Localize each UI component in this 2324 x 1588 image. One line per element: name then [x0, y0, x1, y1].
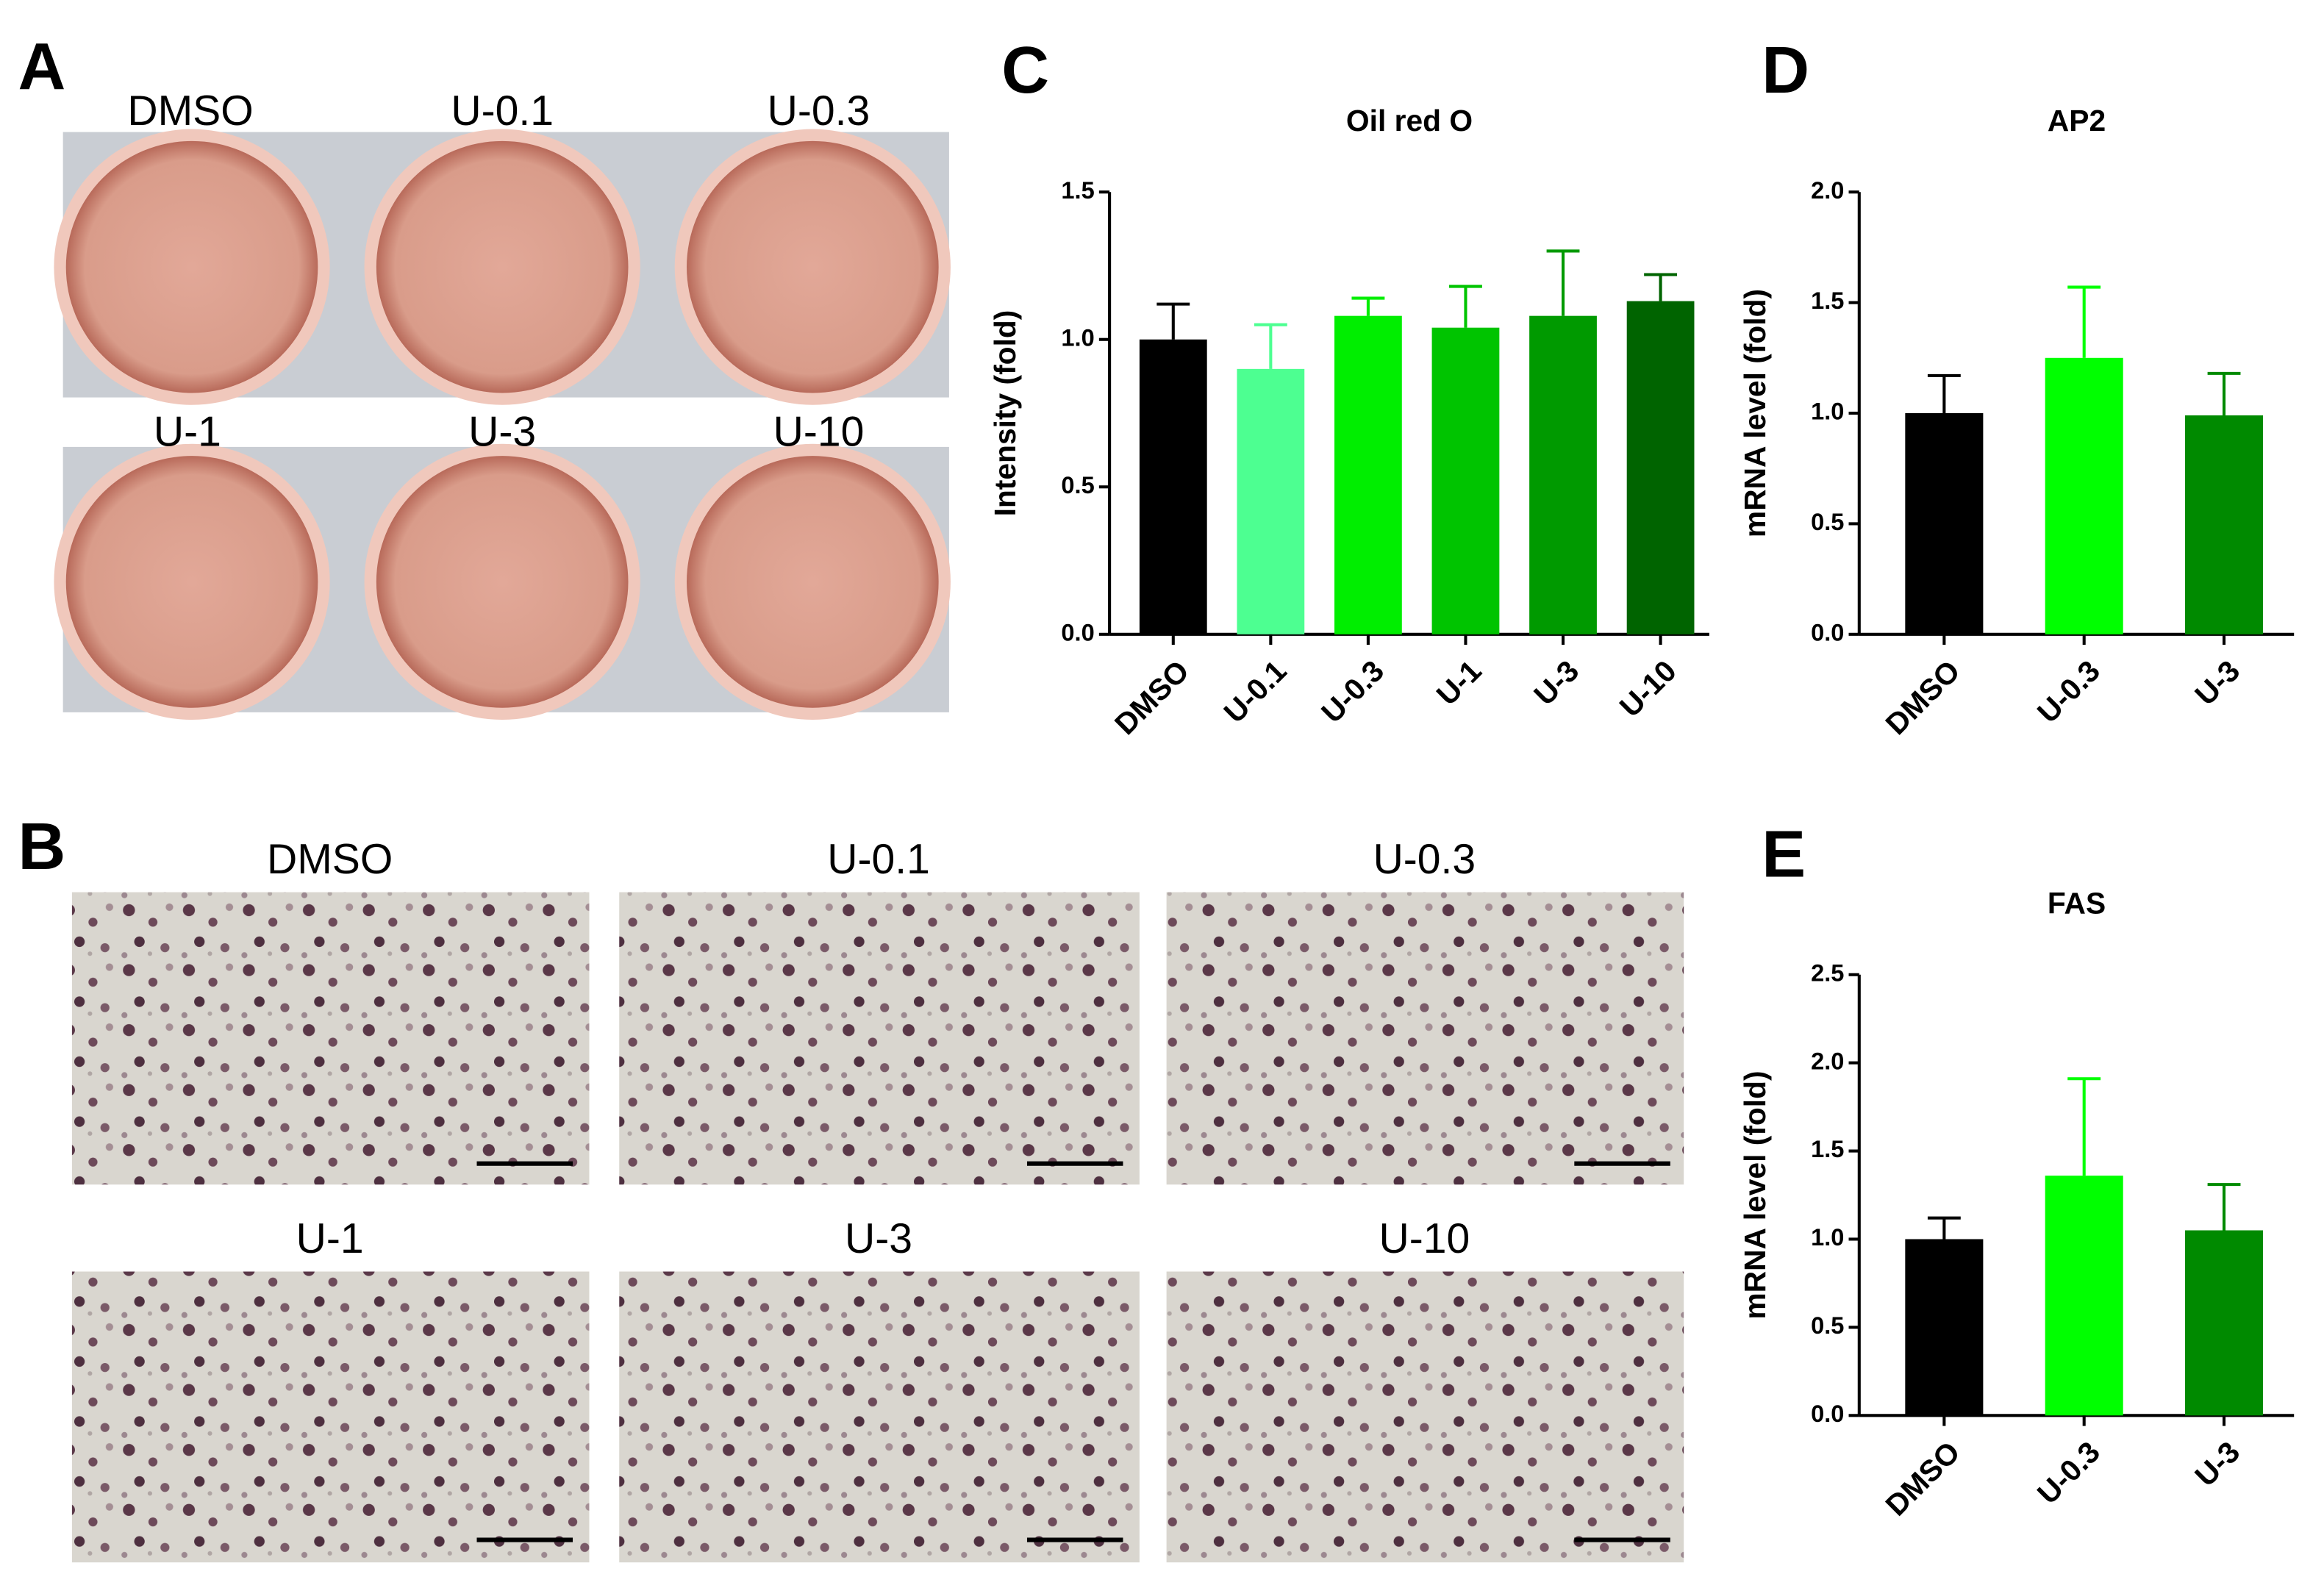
y-tick-label: 0.5 — [1811, 508, 1844, 535]
y-tick-label: 2.0 — [1811, 176, 1844, 204]
y-tick-label: 0.5 — [1811, 1312, 1844, 1339]
panel-letter: B — [18, 810, 65, 884]
well-label: U-0.3 — [768, 87, 870, 135]
y-tick-label: 1.5 — [1811, 1135, 1844, 1162]
x-tick-label: U-0.3 — [2031, 654, 2106, 729]
y-tick-label: 0.5 — [1061, 471, 1094, 498]
bar — [2045, 1176, 2123, 1416]
bar — [1237, 368, 1305, 634]
chart-title: AP2 — [2048, 104, 2106, 137]
y-tick-label: 1.0 — [1061, 323, 1094, 351]
x-tick-label: DMSO — [1879, 654, 1967, 741]
panel-letter: D — [1762, 34, 1809, 107]
image-label: U-0.1 — [827, 836, 930, 883]
x-tick-label: U-0.1 — [1218, 654, 1293, 729]
x-tick-label: DMSO — [1879, 1435, 1967, 1523]
x-tick-label: U-0.3 — [2031, 1435, 2106, 1511]
image-label: U-10 — [1379, 1215, 1470, 1262]
image-label: U-0.3 — [1373, 836, 1476, 883]
bar — [1529, 315, 1597, 634]
bar — [1905, 413, 1984, 634]
x-tick-label: U-1 — [1430, 654, 1488, 712]
image-label: U-1 — [296, 1215, 364, 1262]
y-tick-label: 0.0 — [1811, 1400, 1844, 1427]
chart-title: FAS — [2048, 887, 2106, 920]
image-label: DMSO — [267, 836, 393, 883]
bar — [1139, 339, 1207, 634]
chart-title: Oil red O — [1346, 104, 1473, 137]
bar — [1626, 301, 1695, 634]
y-tick-label: 1.5 — [1061, 176, 1094, 204]
x-tick-label: DMSO — [1108, 654, 1195, 741]
x-tick-label: U-3 — [1527, 654, 1585, 712]
bar — [2185, 415, 2264, 634]
y-tick-label: 0.0 — [1061, 618, 1094, 645]
x-tick-label: U-0.3 — [1315, 654, 1390, 729]
bar — [1431, 327, 1500, 634]
well-label: U-10 — [773, 409, 865, 456]
micrographs — [71, 892, 1684, 1563]
well-label: U-1 — [154, 409, 221, 456]
y-tick-label: 2.5 — [1811, 959, 1844, 986]
y-tick-label: 2.0 — [1811, 1047, 1844, 1074]
y-tick-label: 0.0 — [1811, 618, 1844, 645]
x-tick-label: U-3 — [2188, 1435, 2246, 1493]
y-axis-label: Intensity (fold) — [988, 310, 1022, 517]
bar — [2045, 357, 2123, 634]
well-label: U-0.1 — [451, 87, 554, 135]
image-label: U-3 — [845, 1215, 912, 1262]
bar — [2185, 1230, 2264, 1416]
panel-letter: C — [1001, 34, 1049, 107]
panel-letter: A — [18, 31, 65, 104]
y-tick-label: 1.0 — [1811, 1223, 1844, 1251]
y-axis-label: mRNA level (fold) — [1738, 1070, 1772, 1319]
y-tick-label: 1.5 — [1811, 287, 1844, 314]
bar — [1334, 315, 1402, 634]
x-tick-label: U-3 — [2188, 654, 2246, 712]
y-axis-label: mRNA level (fold) — [1738, 289, 1772, 537]
bar — [1905, 1239, 1984, 1416]
well-label: DMSO — [127, 87, 253, 135]
well-label: U-3 — [468, 409, 536, 456]
y-tick-label: 1.0 — [1811, 398, 1844, 425]
panel-letter: E — [1762, 818, 1806, 891]
x-tick-label: U-10 — [1613, 654, 1683, 723]
plate-photo — [54, 129, 951, 720]
